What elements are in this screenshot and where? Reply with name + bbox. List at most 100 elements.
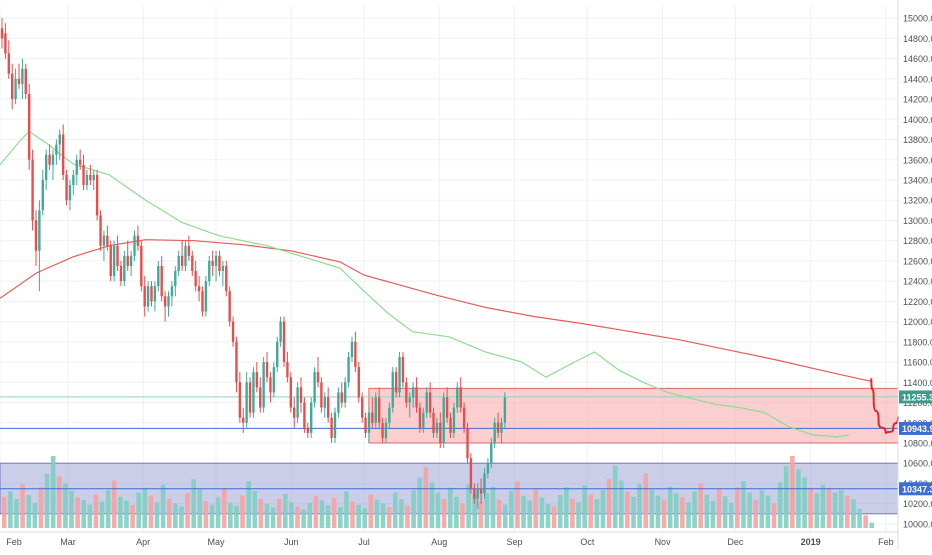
volume-bar	[802, 477, 807, 528]
candle-body	[112, 245, 116, 277]
candle-body	[211, 260, 214, 266]
y-tick-label: 10000.0	[903, 519, 932, 529]
volume-bar	[50, 456, 56, 528]
candle-body	[401, 357, 405, 383]
volume-bar	[851, 499, 856, 528]
volume-bar	[111, 480, 117, 528]
candle-body	[157, 265, 160, 287]
volume-bar	[667, 486, 673, 528]
volume-bar	[215, 497, 221, 528]
volume-bar	[417, 477, 423, 528]
y-tick-label: 11800.0	[903, 337, 932, 347]
volume-bar	[863, 515, 868, 528]
candle-body	[255, 372, 259, 388]
volume-bar	[124, 500, 129, 528]
candle-body	[466, 427, 469, 459]
y-tick-label: 10200.0	[903, 499, 932, 509]
y-tick-label: 10600.0	[903, 459, 932, 469]
x-tick-label: Feb	[6, 537, 22, 547]
x-tick-label: Nov	[655, 537, 672, 547]
volume-bar	[429, 482, 435, 528]
volume-bar	[710, 501, 716, 528]
candle-body	[27, 94, 31, 160]
candle-body	[41, 179, 44, 211]
candle-body	[265, 362, 269, 378]
candle-body	[150, 286, 153, 302]
price-label-box	[899, 421, 932, 435]
volume-bar	[105, 490, 111, 528]
candle-body	[259, 387, 262, 408]
volume-bar	[411, 490, 416, 528]
volume-bar	[869, 522, 875, 528]
volume-bar	[661, 499, 667, 528]
volume-bar	[154, 502, 160, 528]
candle-body	[143, 286, 146, 307]
candle-body	[490, 442, 493, 464]
candle-body	[146, 286, 150, 307]
volume-bar	[625, 491, 630, 528]
candle-body	[364, 417, 367, 433]
volume-bar	[142, 487, 148, 528]
volume-bar	[741, 481, 746, 528]
candles	[0, 18, 507, 509]
candle-body	[0, 28, 4, 39]
volume-bar	[289, 502, 294, 528]
candle-body	[34, 220, 38, 251]
candle-body	[343, 382, 347, 403]
volume-bar	[234, 505, 239, 528]
candle-body	[496, 422, 500, 433]
candle-body	[374, 397, 377, 423]
candle-body	[214, 255, 218, 266]
candle-body	[327, 397, 330, 418]
volume-bar	[747, 492, 752, 528]
candle-body	[180, 255, 184, 266]
volume-bar	[270, 507, 276, 528]
volume-bar	[185, 493, 190, 528]
volume-bar	[545, 504, 551, 528]
candle-body	[55, 144, 58, 155]
volume-bar	[8, 491, 13, 528]
y-tick-label: 13400.0	[903, 175, 932, 185]
volume-bar	[582, 485, 587, 528]
volume-bar	[32, 502, 38, 528]
candle-body	[106, 235, 109, 246]
candle-body	[129, 255, 133, 266]
candle-body	[456, 387, 459, 408]
volume-bar	[337, 507, 343, 528]
candle-body	[483, 473, 486, 494]
x-axis[interactable]: Feb Mar Apr May Jun Jul Aug Sep Oct Nov Dec 2019 Feb	[0, 531, 898, 547]
volume-bar	[405, 505, 410, 528]
volume-bar	[466, 484, 471, 528]
y-tick-label: 14800.0	[903, 34, 932, 44]
candle-body	[462, 407, 466, 428]
candle-body	[391, 372, 394, 408]
candle-body	[320, 382, 323, 408]
candle-body	[160, 265, 163, 297]
volume-bar	[832, 492, 838, 528]
candle-body	[500, 422, 503, 433]
horizontal-lines	[0, 396, 898, 490]
y-tick-label: 12200.0	[903, 297, 932, 307]
candle-body	[432, 412, 435, 433]
candle-body	[102, 235, 106, 246]
volume-bar	[44, 474, 50, 528]
y-tick-label: 12600.0	[903, 256, 932, 266]
volume-bar	[527, 500, 532, 528]
volume-bar	[93, 494, 99, 528]
volume-bar	[380, 503, 386, 528]
volume-bar	[631, 496, 636, 528]
candle-body	[282, 321, 286, 363]
x-tick-label: May	[207, 537, 225, 547]
candle-body	[479, 488, 483, 494]
volume-bar	[576, 502, 581, 528]
volume-bar	[515, 481, 520, 528]
price-label-box	[899, 482, 932, 496]
candle-body	[269, 377, 272, 393]
candle-body	[289, 377, 293, 408]
candle-body	[82, 164, 85, 186]
volume-bar	[509, 490, 514, 528]
volume-bar	[179, 506, 184, 528]
candle-body	[136, 235, 140, 246]
